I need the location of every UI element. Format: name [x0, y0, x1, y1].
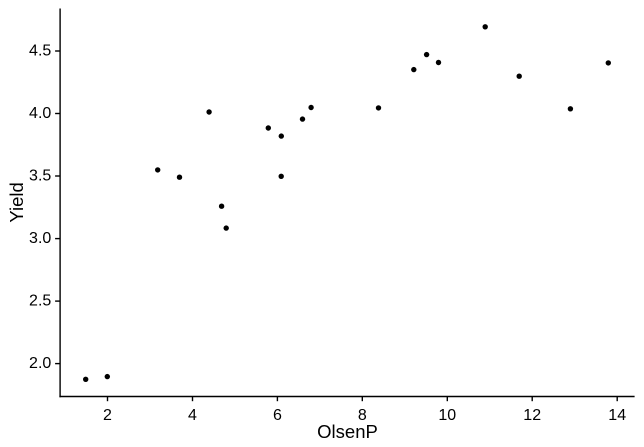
- svg-text:4.0: 4.0: [29, 105, 51, 122]
- svg-text:10: 10: [438, 407, 456, 424]
- svg-text:14: 14: [608, 407, 626, 424]
- svg-text:3.5: 3.5: [29, 167, 51, 184]
- svg-text:2.5: 2.5: [29, 292, 51, 309]
- svg-text:3.0: 3.0: [29, 230, 51, 247]
- svg-text:8: 8: [358, 407, 367, 424]
- svg-text:4: 4: [188, 407, 197, 424]
- svg-text:4.5: 4.5: [29, 42, 51, 59]
- svg-text:2: 2: [103, 407, 112, 424]
- svg-text:OlsenP: OlsenP: [317, 421, 378, 442]
- svg-text:6: 6: [273, 407, 282, 424]
- svg-text:Yield: Yield: [6, 182, 27, 222]
- svg-text:12: 12: [523, 407, 541, 424]
- svg-text:2.0: 2.0: [29, 355, 51, 372]
